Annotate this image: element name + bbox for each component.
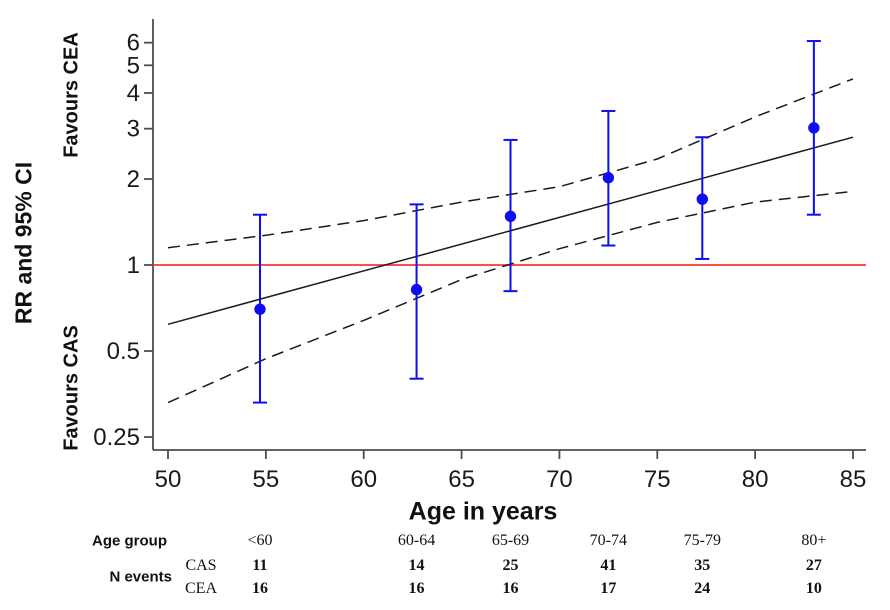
data-point-65-69: [504, 210, 517, 223]
table-cell-cea: 16: [251, 580, 268, 597]
table-cell-cas: 14: [408, 557, 425, 574]
data-point-70-74: [602, 172, 615, 184]
table-cell-cas: 27: [805, 557, 822, 574]
table-cell-age-group: 60-64: [397, 532, 436, 549]
data-point-<60: [254, 303, 266, 315]
table-cell-cea: 10: [805, 580, 822, 597]
data-point-80+: [808, 122, 820, 134]
table-cell-age-group: <60: [247, 532, 273, 549]
y-tick-label: 0.25: [93, 424, 140, 451]
y-tick-label: 3: [127, 116, 140, 143]
x-axis-title: Age in years: [408, 497, 558, 526]
table-cell-age-group: 70-74: [589, 532, 628, 549]
x-tick-label: 80: [742, 466, 769, 493]
y-tick-label: 1: [127, 252, 140, 279]
x-tick-label: 85: [840, 466, 867, 493]
table-row-label-n-events: N events: [109, 568, 172, 586]
table-cell-cea: 24: [694, 580, 711, 597]
y-tick-label: 5: [127, 52, 140, 79]
data-point-75-79: [696, 193, 708, 205]
table-row-label-age-group: Age group: [92, 532, 167, 550]
x-tick-label: 60: [350, 466, 377, 493]
table-cell-cea: 16: [502, 580, 519, 597]
table-cell-cas: 41: [600, 557, 617, 574]
table-cell-cas: 35: [694, 557, 711, 574]
table-cell-age-group: 65-69: [491, 532, 530, 549]
x-tick-label: 50: [155, 466, 182, 493]
table-row-label-cas: CAS: [185, 557, 217, 574]
table-cell-cea: 16: [408, 580, 425, 597]
table-cell-cas: 25: [502, 557, 519, 574]
data-point-60-64: [410, 283, 423, 296]
x-tick-label: 55: [253, 466, 280, 493]
table-cell-age-group: 75-79: [683, 532, 721, 549]
table-row-label-cea: CEA: [185, 580, 217, 597]
y-tick-label: 2: [127, 166, 140, 193]
table-cell-cea: 17: [600, 580, 617, 597]
x-tick-label: 75: [644, 466, 671, 493]
table-cell-cas: 11: [252, 557, 268, 574]
y-tick-label: 4: [127, 80, 140, 107]
table-cell-age-group: 80+: [801, 532, 827, 549]
x-tick-label: 65: [448, 466, 475, 493]
y-tick-label: 0.5: [107, 338, 140, 365]
x-tick-label: 70: [546, 466, 573, 493]
y-tick-label: 6: [127, 30, 140, 57]
